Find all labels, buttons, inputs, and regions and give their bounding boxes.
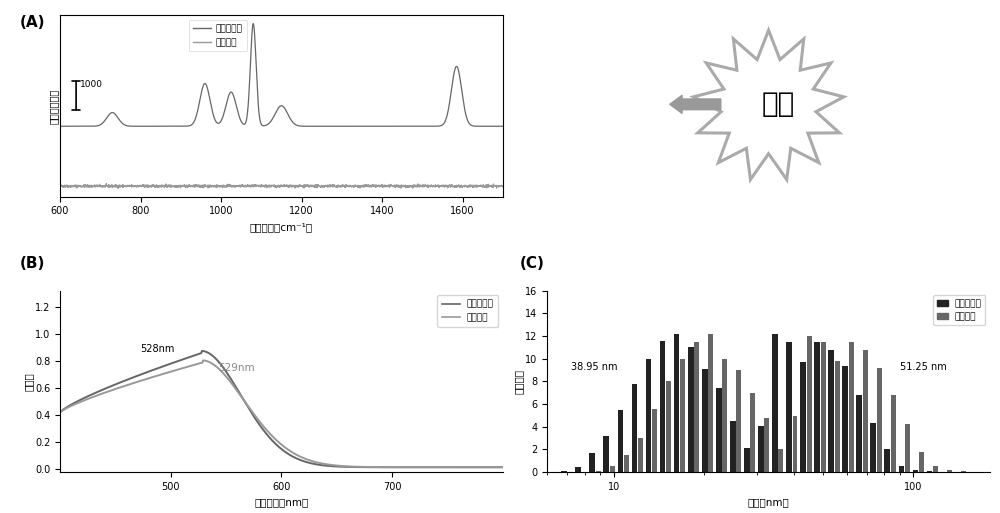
Bar xyxy=(666,381,671,472)
X-axis label: 紫外波长（nm）: 紫外波长（nm） xyxy=(254,497,309,507)
Text: 1000: 1000 xyxy=(80,80,103,89)
Text: (C): (C) xyxy=(520,256,545,271)
Bar xyxy=(575,467,581,472)
Bar xyxy=(891,395,896,472)
Bar xyxy=(674,334,679,472)
Text: 51.25 nm: 51.25 nm xyxy=(900,362,946,372)
Bar xyxy=(828,350,834,472)
X-axis label: 粒径（nm）: 粒径（nm） xyxy=(748,497,789,507)
Bar xyxy=(905,424,910,472)
Bar xyxy=(849,342,854,472)
Bar xyxy=(652,408,657,472)
Bar xyxy=(638,438,643,472)
Bar xyxy=(961,471,966,472)
Text: 529nm: 529nm xyxy=(218,363,255,372)
Bar xyxy=(561,471,567,472)
Bar xyxy=(750,392,755,472)
Bar xyxy=(947,470,952,472)
Bar xyxy=(856,395,862,472)
Bar xyxy=(610,466,615,472)
Bar xyxy=(624,455,629,472)
Text: 信号: 信号 xyxy=(762,90,795,119)
Bar xyxy=(863,350,868,472)
Bar xyxy=(694,342,699,472)
Text: 528nm: 528nm xyxy=(140,344,174,353)
Bar xyxy=(744,448,750,472)
Bar xyxy=(596,471,601,472)
Bar xyxy=(772,334,778,472)
Bar xyxy=(814,342,820,472)
Bar xyxy=(589,452,595,472)
Legend: 金纳米材料, 担载探针: 金纳米材料, 担载探针 xyxy=(437,295,498,327)
Legend: 金纳米材料, 担载探针: 金纳米材料, 担载探针 xyxy=(933,295,985,325)
Bar xyxy=(807,336,812,472)
X-axis label: 拉曼波数（cm⁻¹）: 拉曼波数（cm⁻¹） xyxy=(250,222,313,232)
Bar xyxy=(722,359,727,472)
Bar xyxy=(927,471,932,472)
Bar xyxy=(884,449,890,472)
Bar xyxy=(716,388,722,472)
Bar xyxy=(899,466,904,472)
Bar xyxy=(786,342,792,472)
Bar xyxy=(603,436,609,472)
Bar xyxy=(708,334,713,472)
Bar xyxy=(758,425,764,472)
Bar xyxy=(913,470,918,472)
Bar xyxy=(800,362,806,472)
Bar xyxy=(730,421,736,472)
Bar xyxy=(702,369,708,472)
Text: (A): (A) xyxy=(20,15,46,30)
Bar xyxy=(877,368,882,472)
Bar xyxy=(778,449,783,472)
Y-axis label: 平均强度: 平均强度 xyxy=(514,369,524,394)
FancyArrow shape xyxy=(670,95,721,113)
Bar xyxy=(688,347,694,472)
Legend: 金纳米材料, 担载探针: 金纳米材料, 担载探针 xyxy=(189,20,247,51)
Text: (B): (B) xyxy=(20,256,45,271)
Bar xyxy=(842,366,848,472)
Y-axis label: 相对拉曼强度: 相对拉曼强度 xyxy=(49,88,59,124)
Bar xyxy=(618,410,623,472)
Bar xyxy=(680,359,685,472)
Bar xyxy=(793,417,797,472)
Bar xyxy=(933,466,938,472)
Bar xyxy=(821,342,826,472)
Bar xyxy=(870,423,876,472)
Bar xyxy=(835,361,840,472)
Bar xyxy=(736,370,741,472)
Bar xyxy=(919,451,924,472)
Bar xyxy=(632,384,637,472)
Polygon shape xyxy=(693,30,844,180)
Y-axis label: 吸光度: 吸光度 xyxy=(24,372,34,391)
Bar xyxy=(660,341,665,472)
Bar xyxy=(646,359,651,472)
Bar xyxy=(764,418,769,472)
Text: 38.95 nm: 38.95 nm xyxy=(571,362,617,372)
